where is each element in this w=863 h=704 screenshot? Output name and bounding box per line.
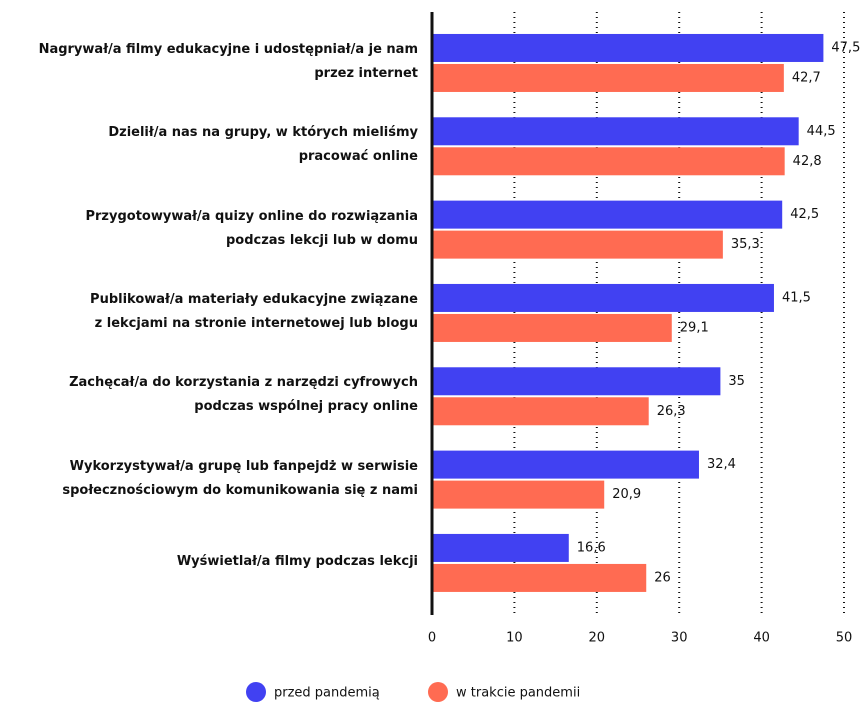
x-tick-label: 30	[671, 631, 688, 646]
category-label: Dzielił/a nas na grupy, w których mieliś…	[108, 125, 418, 165]
bar	[432, 117, 799, 146]
value-label: 42,5	[790, 207, 819, 222]
bar	[432, 397, 649, 426]
bar	[432, 147, 785, 176]
bar	[432, 313, 672, 342]
category-label: Wykorzystywał/a grupę lub fanpejdż w ser…	[62, 458, 418, 498]
value-label: 26	[654, 570, 671, 585]
value-label: 16,6	[577, 540, 606, 555]
bar	[432, 33, 824, 62]
category-label: Zachęcał/a do korzystania z narzędzi cyf…	[69, 375, 418, 415]
legend-label: przed pandemią	[274, 686, 380, 701]
value-label: 47,5	[831, 40, 860, 55]
category-label: Wyświetlał/a filmy podczas lekcji	[176, 553, 418, 569]
legend-swatch	[428, 682, 448, 702]
x-tick-label: 50	[836, 631, 853, 646]
value-label: 35	[728, 374, 745, 389]
category-label: Nagrywał/a filmy edukacyjne i udostępnia…	[38, 41, 418, 81]
category-label: Publikował/a materiały edukacyjne związa…	[90, 291, 418, 331]
bar	[432, 480, 605, 509]
x-tick-label: 20	[589, 631, 606, 646]
value-label: 42,7	[792, 70, 821, 85]
category-label: Przygotowywał/a quizy online do rozwiąza…	[85, 208, 418, 248]
legend-swatch	[246, 682, 266, 702]
value-label: 35,3	[731, 237, 760, 252]
bar	[432, 450, 699, 479]
value-label: 32,4	[707, 457, 736, 472]
bar	[432, 230, 723, 259]
x-tick-label: 40	[753, 631, 770, 646]
legend-label: w trakcie pandemii	[456, 686, 580, 701]
bar	[432, 367, 721, 396]
bar	[432, 200, 783, 229]
value-label: 44,5	[807, 124, 836, 139]
bar	[432, 533, 569, 562]
value-label: 42,8	[793, 154, 822, 169]
bar	[432, 63, 784, 92]
value-label: 41,5	[782, 290, 811, 305]
bar	[432, 563, 647, 592]
value-label: 26,3	[657, 404, 686, 419]
bar	[432, 283, 774, 312]
x-tick-label: 10	[506, 631, 523, 646]
value-label: 20,9	[612, 487, 641, 502]
value-label: 29,1	[680, 320, 709, 335]
x-tick-label: 0	[428, 631, 436, 646]
